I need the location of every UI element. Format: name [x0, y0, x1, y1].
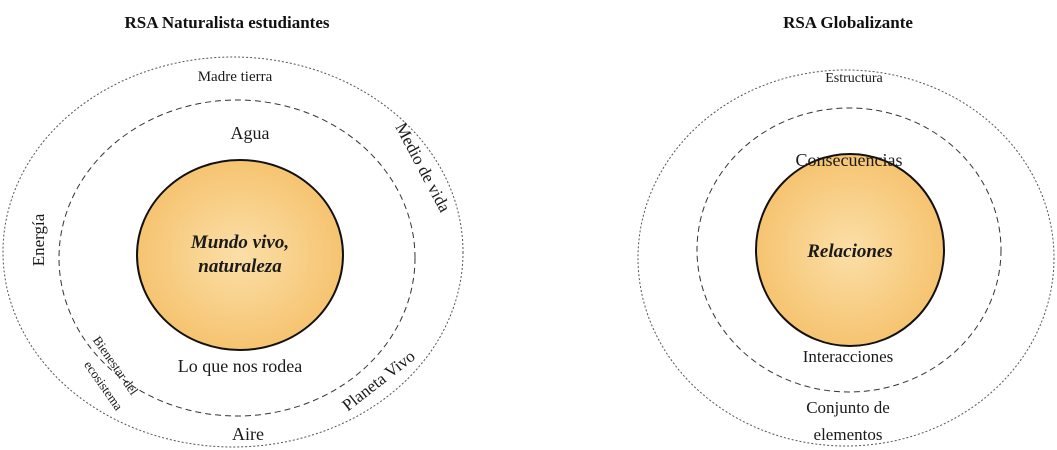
right-diagram: RSA Globalizante Relaciones Consecuencia…	[637, 13, 1055, 447]
left-outer-ring	[2, 56, 464, 448]
left-outer-label-medio-de-vida: Medio de vida	[391, 120, 454, 216]
left-core-circle	[136, 159, 344, 351]
right-outer-label-estructura: Estructura	[825, 71, 883, 86]
right-outer-label-conjunto-line2: elementos	[814, 425, 883, 444]
right-core-circle	[755, 153, 945, 347]
left-outer-label-planeta-vivo: Planeta Vivo	[338, 346, 418, 415]
right-inner-label-consecuencias: Consecuencias	[796, 150, 903, 170]
right-inner-ring	[696, 107, 1002, 393]
right-core-label: Relaciones	[806, 241, 893, 262]
left-outer-label-madre-tierra: Madre tierra	[198, 69, 273, 85]
left-diagram: RSA Naturalista estudiantes Mundo vivo, …	[2, 13, 464, 448]
left-inner-ring	[58, 99, 416, 417]
right-outer-ring	[637, 69, 1055, 447]
left-core-label-line2: naturaleza	[198, 256, 282, 277]
left-title: RSA Naturalista estudiantes	[125, 13, 330, 32]
left-outer-label-aire: Aire	[232, 424, 264, 444]
right-title: RSA Globalizante	[783, 13, 913, 32]
left-core-label-line1: Mundo vivo,	[190, 232, 289, 253]
right-outer-label-conjunto-line1: Conjunto de	[806, 398, 890, 417]
right-inner-label-interacciones: Interacciones	[803, 347, 894, 366]
left-outer-label-energia: Energía	[29, 213, 48, 266]
left-inner-label-lo-que-nos-rodea: Lo que nos rodea	[178, 356, 302, 376]
left-inner-label-agua: Agua	[231, 123, 270, 143]
